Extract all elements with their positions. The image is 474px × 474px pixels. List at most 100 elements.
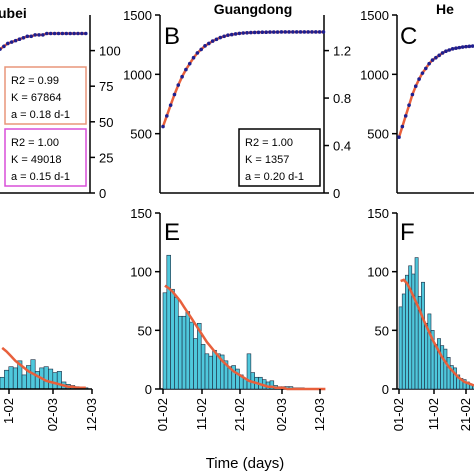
hubei-cum-point xyxy=(41,33,45,37)
hubei-right-tick-label-4: 100 xyxy=(99,44,121,59)
guangdong-cum-point xyxy=(275,30,280,34)
guangdong-daily-xtick-label-4: 12-03 xyxy=(312,398,327,431)
fit-box-orange xyxy=(4,66,87,125)
hubei-cum-point xyxy=(25,34,30,39)
guangdong-daily-bar xyxy=(212,349,217,390)
hubei-daily-bar xyxy=(8,366,14,390)
henan-daily-bar xyxy=(421,281,425,390)
guangdong-cum-point xyxy=(294,30,299,34)
box-orange-k: K = 67864 xyxy=(11,92,61,104)
hubei-right-tick-label-3: 75 xyxy=(99,79,113,94)
guangdong-cum-point xyxy=(229,32,234,37)
henan-daily-tick-label-1: 50 xyxy=(375,323,389,338)
henan-left-tick-label-0: 500 xyxy=(367,127,389,142)
guangdong-daily-bar xyxy=(166,254,171,390)
guangdong-cum-point xyxy=(298,30,303,34)
guangdong-daily-bar xyxy=(269,380,275,390)
guangdong-daily-bar xyxy=(177,315,183,390)
guangdong-left-tick-label-1: 1000 xyxy=(123,67,152,82)
guangdong-cum-point xyxy=(172,92,177,97)
guangdong-cum-point xyxy=(199,47,203,52)
hubei-cum-point xyxy=(52,31,57,36)
henan-daily-xtick-label-1: 11-02 xyxy=(426,398,441,430)
panel-letter-f: F xyxy=(400,219,415,246)
hubei-right-tick-label-1: 25 xyxy=(99,150,113,165)
guangdong-right-tick-label-3: 1.2 xyxy=(333,44,351,59)
henan-cum-point xyxy=(410,92,415,97)
guangdong-cum-point xyxy=(249,30,253,35)
henan-daily-xtick-label-2: 21-02 xyxy=(458,398,473,431)
henan-daily-bar xyxy=(408,265,413,390)
guangdong-daily-bar xyxy=(185,311,191,390)
henan-cum-point xyxy=(470,44,474,48)
henan-daily-tick-label-0: 0 xyxy=(382,382,389,397)
panel-title-henan: He xyxy=(436,1,454,17)
fit-box-magenta xyxy=(4,128,87,187)
hubei-daily-bar xyxy=(43,366,49,390)
henan-daily-bar xyxy=(401,293,406,390)
hubei-cum-point xyxy=(0,47,2,51)
box-orange-a: a = 0.18 d-1 xyxy=(11,109,70,121)
guangdong-daily-bar xyxy=(174,297,179,390)
panel-hubei-cumulative: ubei 0 25 50 75 100 R2 = 0.99 K = 67864 a = … xyxy=(0,5,121,201)
henan-daily-tick-label-3: 150 xyxy=(367,206,389,221)
panel-guangdong-cumulative: Guangdong 500 1000 1500 0 0.4 0.8 1.2 B R2 = 1… xyxy=(123,1,351,201)
henan-cum-point xyxy=(397,135,401,140)
hubei-daily-bar xyxy=(52,372,58,390)
hubei-daily-xtick-label-1: 02-03 xyxy=(45,398,60,431)
guangdong-daily-bar xyxy=(204,353,210,390)
box-magenta-k: K = 49018 xyxy=(11,154,61,166)
guangdong-daily-bar xyxy=(193,338,198,390)
henan-cum-point xyxy=(424,66,428,71)
guangdong-cum-point xyxy=(176,83,181,87)
guangdong-cum-point xyxy=(187,61,192,66)
guangdong-daily-tick-label-3: 150 xyxy=(130,206,152,221)
hubei-daily-bar xyxy=(21,374,27,390)
guangdong-cum-point xyxy=(283,30,288,34)
henan-cum-point xyxy=(430,58,435,62)
henan-cum-point xyxy=(460,45,465,49)
hubei-daily-fit-line xyxy=(1,346,86,390)
hubei-cum-point xyxy=(80,31,84,36)
hubei-daily-xtick-label-2: 12-03 xyxy=(84,398,99,431)
henan-cum-point xyxy=(454,46,458,51)
panel-letter-b: B xyxy=(164,23,180,50)
guangdong-daily-bar xyxy=(246,353,252,390)
guangdong-daily-bar xyxy=(170,288,175,390)
guangdong-right-tick-label-1: 0.4 xyxy=(333,139,351,154)
guangdong-daily-bar xyxy=(189,321,194,390)
guangdong-daily-xtick-label-2: 21-02 xyxy=(232,398,247,431)
box-black-a: a = 0.20 d-1 xyxy=(245,171,304,183)
guangdong-daily-bar xyxy=(162,292,168,390)
panel-henan-daily: 0 50 100 150 F 01-02 11-02 21-02 xyxy=(367,206,474,431)
guangdong-daily-xtick-label-3: 02-03 xyxy=(274,398,289,431)
henan-left-tick-label-2: 1500 xyxy=(360,8,389,23)
panel-hubei-daily: 1-02 02-03 12-03 xyxy=(0,346,99,431)
box-black-k: K = 1357 xyxy=(245,154,289,166)
hubei-right-tick-label-0: 0 xyxy=(99,186,106,201)
henan-daily-bar xyxy=(446,357,451,390)
guangdong-right-tick-label-0: 0 xyxy=(333,186,340,201)
guangdong-cum-point xyxy=(264,30,268,35)
hubei-cum-point xyxy=(2,44,6,49)
hubei-daily-xtick-label-0: 1-02 xyxy=(1,398,16,424)
henan-cum-point xyxy=(407,103,411,107)
x-axis-title: Time (days) xyxy=(206,455,285,472)
guangdong-cum-point xyxy=(279,30,284,34)
henan-cum-point xyxy=(400,124,405,129)
panel-guangdong-daily: 0 50 100 150 E 01-02 11-02 21-02 02-03 12-03 xyxy=(130,206,327,431)
guangdong-cum-point xyxy=(168,103,173,107)
guangdong-cum-point xyxy=(195,51,200,55)
guangdong-daily-xtick-label-1: 11-02 xyxy=(194,398,209,430)
hubei-daily-bar xyxy=(4,369,10,390)
hubei-cum-point xyxy=(33,33,37,37)
hubei-daily-bar xyxy=(56,371,62,390)
guangdong-cum-point xyxy=(306,30,310,34)
henan-cum-point xyxy=(427,61,431,66)
guangdong-cum-point xyxy=(191,55,196,60)
hubei-daily-bar xyxy=(48,368,54,390)
guangdong-cum-point xyxy=(210,39,215,43)
guangdong-cum-point xyxy=(260,30,265,35)
henan-daily-bar xyxy=(443,348,448,390)
guangdong-cum-point xyxy=(184,67,188,72)
